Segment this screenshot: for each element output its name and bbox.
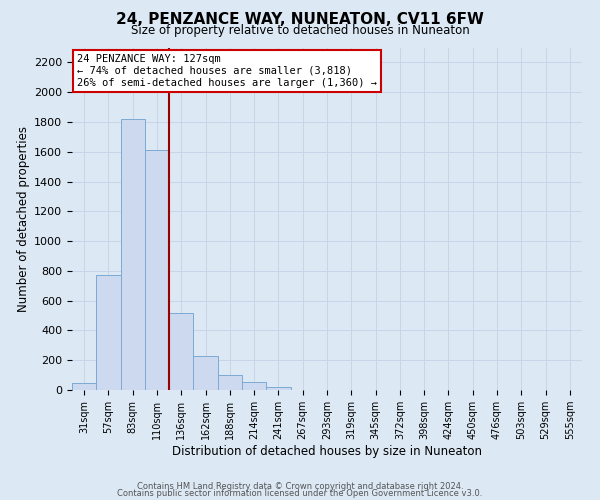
Bar xyxy=(218,375,242,390)
Text: Size of property relative to detached houses in Nuneaton: Size of property relative to detached ho… xyxy=(131,24,469,37)
X-axis label: Distribution of detached houses by size in Nuneaton: Distribution of detached houses by size … xyxy=(172,445,482,458)
Y-axis label: Number of detached properties: Number of detached properties xyxy=(17,126,30,312)
Bar xyxy=(193,356,218,390)
Text: Contains public sector information licensed under the Open Government Licence v3: Contains public sector information licen… xyxy=(118,489,482,498)
Bar xyxy=(72,382,96,390)
Text: 24 PENZANCE WAY: 127sqm
← 74% of detached houses are smaller (3,818)
26% of semi: 24 PENZANCE WAY: 127sqm ← 74% of detache… xyxy=(77,54,377,88)
Bar xyxy=(121,119,145,390)
Bar xyxy=(242,382,266,390)
Bar xyxy=(145,150,169,390)
Bar xyxy=(96,274,121,390)
Bar xyxy=(266,387,290,390)
Text: Contains HM Land Registry data © Crown copyright and database right 2024.: Contains HM Land Registry data © Crown c… xyxy=(137,482,463,491)
Bar xyxy=(169,312,193,390)
Text: 24, PENZANCE WAY, NUNEATON, CV11 6FW: 24, PENZANCE WAY, NUNEATON, CV11 6FW xyxy=(116,12,484,28)
